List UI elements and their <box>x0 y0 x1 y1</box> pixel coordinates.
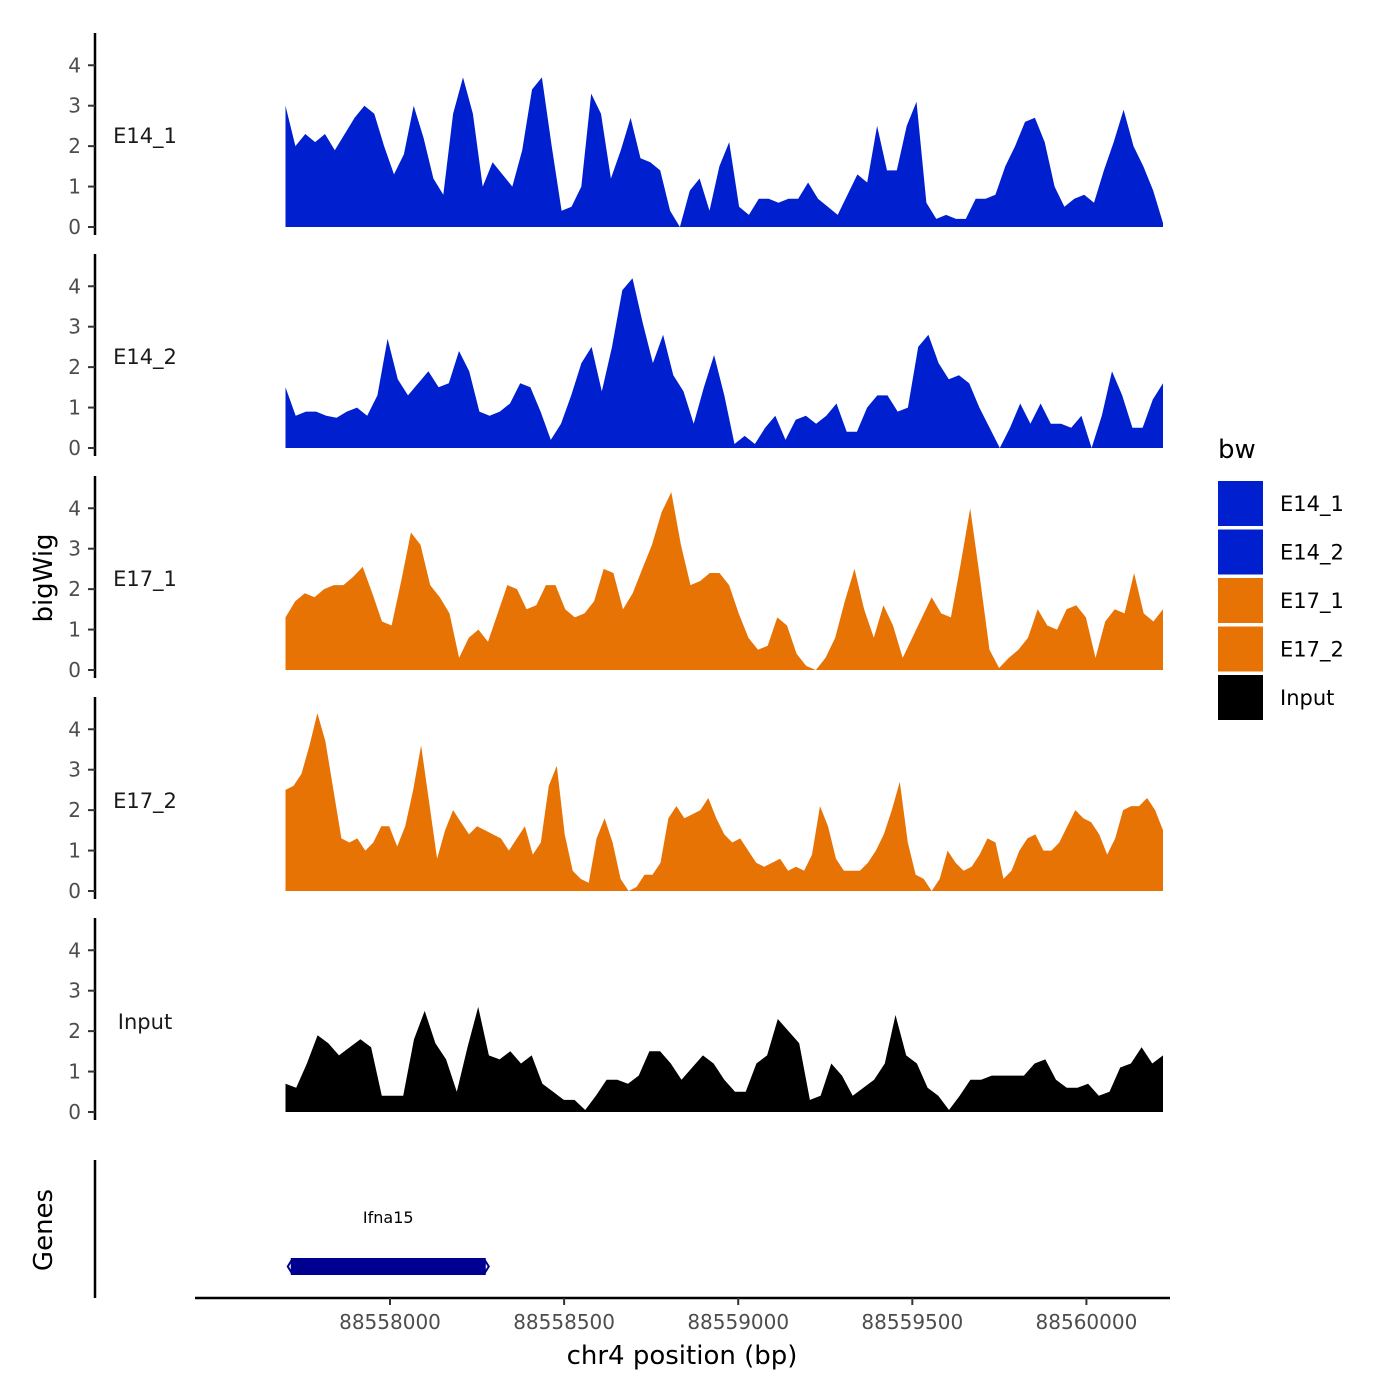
track-e17-1: 0 1 2 3 4 E17_1 <box>68 476 1163 682</box>
coverage-area-e17-1 <box>285 492 1163 670</box>
y-tick-label: 1 <box>68 396 81 420</box>
y-tick-label: 0 <box>68 436 81 460</box>
gene-strand-arrow <box>483 1259 490 1274</box>
track-e17-2: 0 1 2 3 4 E17_2 <box>68 697 1163 903</box>
y-tick-label: 2 <box>68 355 81 379</box>
track-label-input: Input <box>118 1010 172 1034</box>
legend-label-e14-2: E14_2 <box>1280 541 1344 566</box>
y-tick-label: 0 <box>68 215 81 239</box>
track-label-e14-1: E14_1 <box>113 124 177 149</box>
y-tick-label: 0 <box>68 658 81 682</box>
y-tick-label: 2 <box>68 798 81 822</box>
genes-panel-title: Genes <box>29 1189 59 1271</box>
y-tick-label: 2 <box>68 134 81 158</box>
y-tick-label: 3 <box>68 315 81 339</box>
legend: bw E14_1 E14_2 E17_1 E17_2 Input <box>1218 435 1344 720</box>
legend-swatch-e14-2 <box>1218 529 1263 575</box>
y-tick-label: 1 <box>68 175 81 199</box>
genes-panel: Ifna15 <box>93 1160 490 1298</box>
coverage-area-e17-2 <box>285 713 1163 891</box>
legend-title: bw <box>1218 435 1256 465</box>
y-tick-label: 4 <box>68 496 81 520</box>
track-e14-1: 0 1 2 3 4 E14_1 <box>68 33 1163 239</box>
x-axis-title: chr4 position (bp) <box>567 1341 798 1371</box>
legend-swatch-e17-2 <box>1218 626 1263 672</box>
y-tick-label: 3 <box>68 758 81 782</box>
coverage-area-input <box>285 1006 1163 1112</box>
track-e14-2: 0 1 2 3 4 E14_2 <box>68 254 1163 460</box>
x-tick-label: 88558000 <box>339 1310 441 1334</box>
gene-label-ifna15: Ifna15 <box>363 1208 414 1227</box>
y-tick-label: 0 <box>68 879 81 903</box>
y-tick-label: 2 <box>68 1019 81 1043</box>
x-tick-label: 88559500 <box>861 1310 963 1334</box>
gene-strand-arrow <box>286 1259 293 1274</box>
y-tick-label: 3 <box>68 979 81 1003</box>
y-tick-label: 4 <box>68 53 81 77</box>
y-tick-label: 4 <box>68 274 81 298</box>
y-tick-label: 3 <box>68 537 81 561</box>
legend-swatch-e17-1 <box>1218 578 1263 623</box>
tracks-layer: 0 1 2 3 4 E14_1 0 1 2 3 4 E14_2 0 1 2 3 4 E17_1 0 1 2 3 4 E17_2… <box>68 33 1163 1124</box>
x-tick-label: 88558500 <box>513 1310 615 1334</box>
coverage-area-e14-1 <box>285 77 1163 228</box>
legend-label-e17-1: E17_1 <box>1280 589 1344 614</box>
legend-swatch-e14-1 <box>1218 481 1263 526</box>
x-tick-label: 88560000 <box>1036 1310 1138 1334</box>
track-label-e14-2: E14_2 <box>113 345 177 370</box>
legend-swatch-input <box>1218 675 1263 720</box>
y-tick-label: 1 <box>68 839 81 863</box>
x-axis: 88558000 88558500 88559000 88559500 88560000 <box>195 1296 1170 1334</box>
y-tick-label: 1 <box>68 1060 81 1084</box>
y-tick-label: 2 <box>68 577 81 601</box>
track-label-e17-1: E17_1 <box>113 567 177 592</box>
track-label-e17-2: E17_2 <box>113 789 177 814</box>
y-tick-label: 3 <box>68 94 81 118</box>
legend-label-e17-2: E17_2 <box>1280 638 1344 663</box>
legend-label-input: Input <box>1280 686 1334 710</box>
y-tick-label: 1 <box>68 618 81 642</box>
legend-label-e14-1: E14_1 <box>1280 492 1344 517</box>
track-input: 0 1 2 3 4 Input <box>68 918 1163 1124</box>
x-tick-label: 88559000 <box>687 1310 789 1334</box>
y-axis-title: bigWig <box>29 533 59 622</box>
gene-body-ifna15 <box>290 1258 486 1275</box>
y-tick-label: 4 <box>68 717 81 741</box>
y-tick-label: 4 <box>68 938 81 962</box>
coverage-area-e14-2 <box>285 278 1163 448</box>
y-tick-label: 0 <box>68 1100 81 1124</box>
